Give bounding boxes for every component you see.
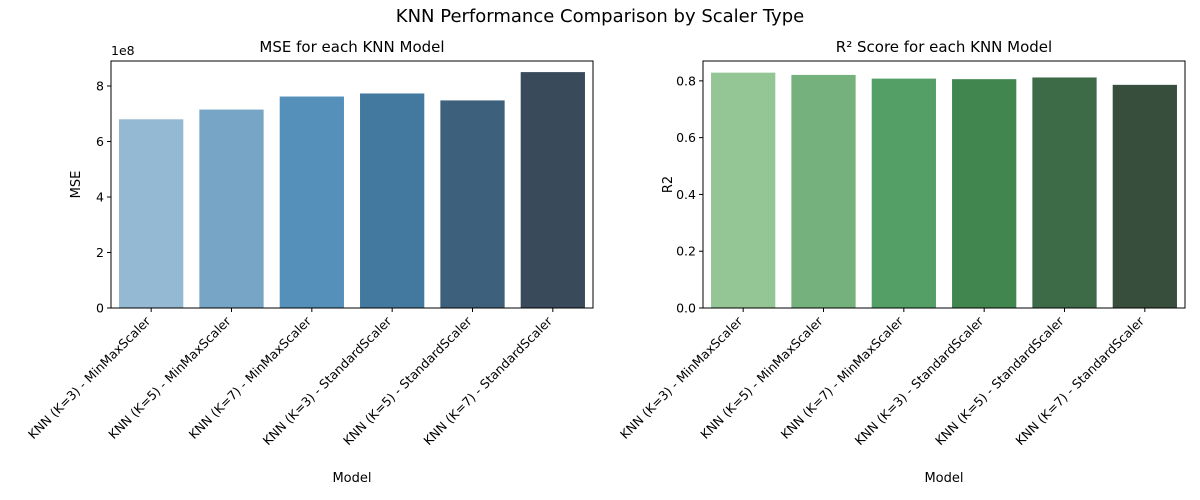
- panel-1-bar: [279, 96, 344, 309]
- panel-2-y-tick-label: 0.0: [676, 301, 696, 316]
- panel-2-axes-frame: [702, 60, 1186, 309]
- panel-2-y-tick-label: 0.6: [676, 130, 696, 145]
- panel-2-bar: [952, 79, 1017, 309]
- panel-2-bar: [1112, 84, 1177, 309]
- panel-2-x-axis-label: Model: [924, 471, 963, 486]
- panel-2-y-tick-label: 0.8: [676, 73, 696, 88]
- panel-2-x-tick-label: KNN (K=5) - StandardScaler: [932, 313, 1067, 448]
- panel-2-x-tick-label: KNN (K=3) - StandardScaler: [852, 313, 987, 448]
- panel-2-y-tick-label: 0.4: [676, 187, 696, 202]
- panel-1-y-tick-label: 6: [96, 134, 104, 149]
- panel-1-y-axis-label: MSE: [69, 171, 84, 199]
- panel-1-x-axis-label: Model: [332, 471, 371, 486]
- panel-2-bar: [711, 72, 776, 308]
- panel-1-bar: [440, 100, 505, 308]
- panel-1-title: MSE for each KNN Model: [259, 38, 444, 56]
- panel-2-y-axis-label: R2: [661, 176, 676, 193]
- panel-1-y-tick-label: 0: [96, 301, 104, 316]
- panel-2-x-tick-label: KNN (K=7) - StandardScaler: [1012, 313, 1147, 448]
- figure-title: KNN Performance Comparison by Scaler Typ…: [395, 6, 805, 27]
- panel-1-y-tick-label: 4: [96, 189, 104, 204]
- panel-2-y-tick-label: 0.2: [676, 244, 696, 259]
- panel-1-y-offset-label: 1e8: [111, 43, 135, 58]
- panel-1-bar: [360, 93, 425, 308]
- panel-1-x-tick-label: KNN (K=3) - StandardScaler: [260, 313, 395, 448]
- panel-1-x-tick-label: KNN (K=5) - StandardScaler: [340, 313, 475, 448]
- panel-2-bar: [871, 78, 936, 309]
- panel-1-x-tick-label: KNN (K=7) - StandardScaler: [420, 313, 555, 448]
- panel-1-bar: [119, 119, 184, 308]
- panel-2-title: R² Score for each KNN Model: [836, 38, 1052, 56]
- panel-1-bar: [199, 109, 264, 308]
- panel-1-y-tick-label: 2: [96, 245, 104, 260]
- panel-1-axes-frame: [110, 60, 594, 309]
- panel-2-bar: [1032, 77, 1097, 308]
- panel-1-y-tick-label: 8: [96, 78, 104, 93]
- panel-2-bar: [791, 74, 856, 308]
- panel-1-bar: [520, 72, 585, 308]
